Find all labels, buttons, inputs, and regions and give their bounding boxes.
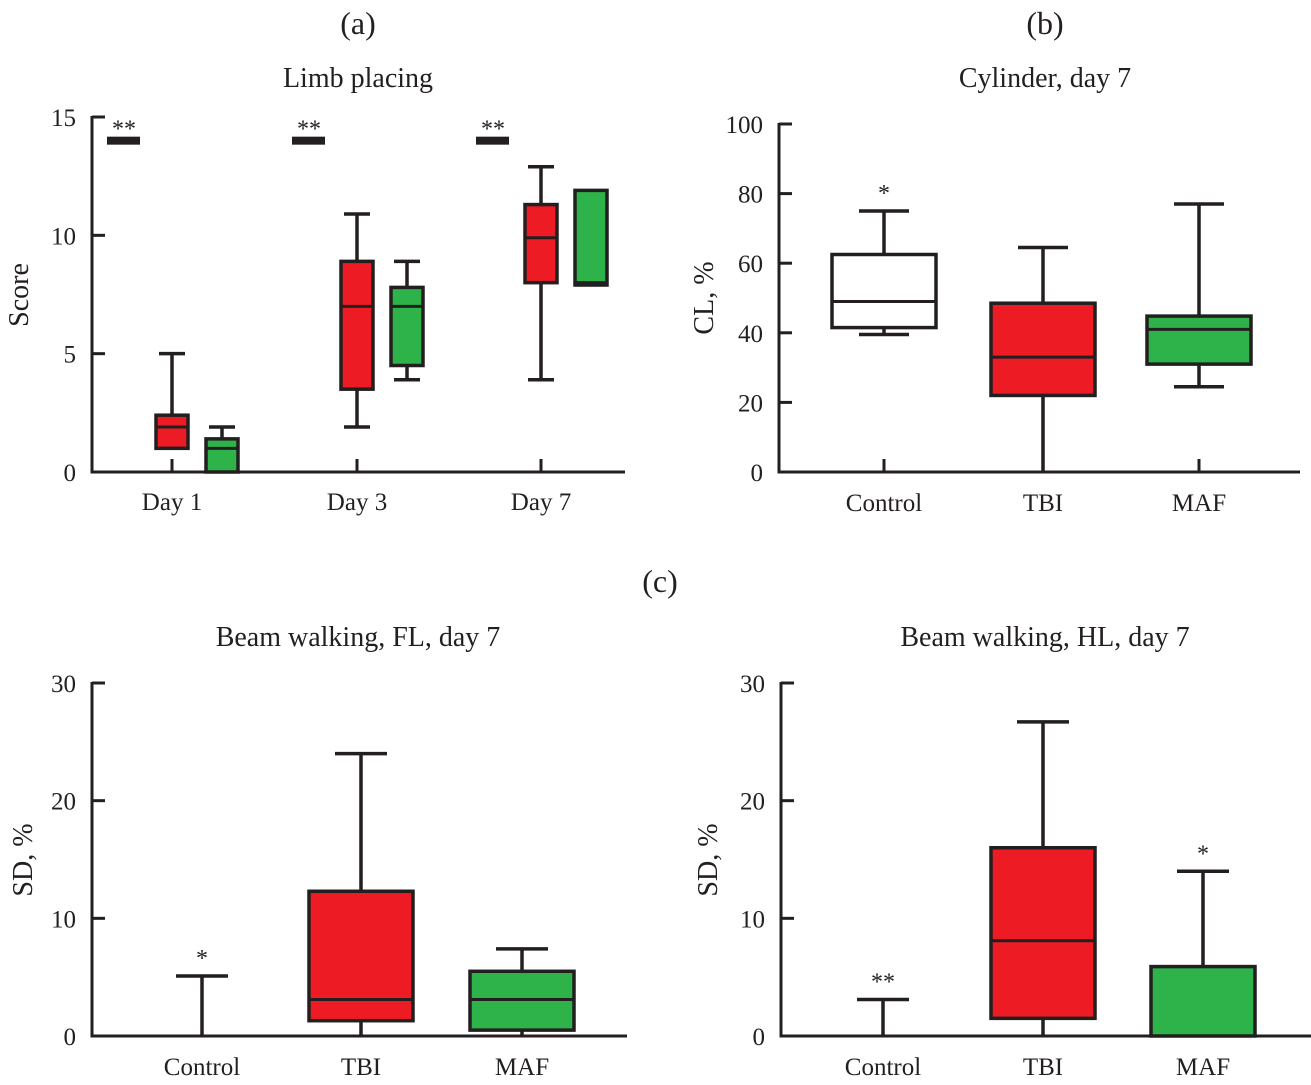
- x-tick-label: Control: [845, 1054, 921, 1081]
- x-tick-label: TBI: [341, 1054, 381, 1081]
- chart-title: Cylinder, day 7: [959, 63, 1131, 94]
- y-tick-label: 20: [51, 789, 76, 816]
- significance-stars: **: [481, 117, 505, 143]
- y-tick-label: 0: [64, 460, 77, 487]
- y-tick-label: 40: [738, 321, 763, 348]
- y-tick-label: 10: [740, 906, 765, 933]
- chart-limb-placing: Limb placing Score 0 5 10 15 Day 1 Day 3 Day 7 **…: [4, 63, 625, 516]
- chart-cylinder: Cylinder, day 7 CL, % 0 20 40 60 80 100 Control T…: [689, 63, 1300, 517]
- y-tick-label: 30: [740, 671, 765, 698]
- y-tick-label: 20: [740, 789, 765, 816]
- y-axis-label: SD, %: [693, 823, 724, 896]
- y-tick-label: 80: [738, 182, 763, 209]
- box-maf: [1149, 964, 1257, 1038]
- significance-bar: [476, 136, 509, 145]
- x-tick-label: MAF: [1176, 1054, 1230, 1081]
- significance-stars: *: [196, 946, 208, 972]
- x-tick-label: Day 7: [511, 489, 571, 516]
- x-tick-label: Day 3: [327, 489, 387, 516]
- box-maf-day1: [204, 437, 240, 474]
- box-maf: [1145, 314, 1253, 366]
- box-tbi-day3: [339, 259, 375, 391]
- panel-label-b: (b): [1026, 5, 1063, 41]
- y-tick-label: 60: [738, 251, 763, 278]
- box-control: [830, 252, 938, 330]
- y-tick-label: 15: [51, 105, 76, 132]
- x-tick-label: Day 1: [142, 489, 202, 516]
- box-tbi-day1: [154, 413, 190, 451]
- y-tick-label: 10: [51, 223, 76, 250]
- y-axis-label: Score: [4, 263, 35, 327]
- x-tick-label: TBI: [1023, 490, 1063, 517]
- y-tick-label: 0: [751, 460, 764, 487]
- y-axis-label: CL, %: [689, 261, 720, 334]
- significance-bar: [292, 136, 325, 145]
- box-maf-day7: [573, 188, 609, 287]
- chart-title: Beam walking, FL, day 7: [216, 622, 501, 653]
- significance-stars: *: [878, 181, 890, 207]
- panel-label-a: (a): [340, 5, 376, 41]
- significance-bar: [107, 136, 140, 145]
- y-tick-label: 0: [64, 1024, 77, 1051]
- significance-stars: **: [112, 117, 136, 143]
- y-axis-label: SD, %: [8, 823, 39, 896]
- significance-stars: **: [871, 970, 895, 996]
- y-tick-label: 5: [64, 342, 77, 369]
- y-tick-label: 20: [738, 390, 763, 417]
- x-tick-label: TBI: [1023, 1054, 1063, 1081]
- chart-title: Limb placing: [283, 63, 433, 94]
- y-tick-label: 30: [51, 671, 76, 698]
- y-tick-label: 0: [753, 1024, 766, 1051]
- significance-stars: *: [1197, 841, 1209, 867]
- x-tick-label: Control: [846, 490, 922, 517]
- x-tick-label: MAF: [495, 1054, 549, 1081]
- y-tick-label: 100: [726, 112, 764, 139]
- box-tbi: [307, 889, 415, 1023]
- box-tbi-day7: [523, 202, 559, 285]
- x-tick-label: MAF: [1172, 490, 1226, 517]
- chart-beam-fl: Beam walking, FL, day 7 SD, % 0 10 20 30 Contr…: [8, 622, 627, 1081]
- panel-label-c: (c): [642, 563, 678, 599]
- chart-title: Beam walking, HL, day 7: [900, 622, 1189, 653]
- x-tick-label: Control: [164, 1054, 240, 1081]
- box-maf-day3: [389, 285, 425, 368]
- chart-beam-hl: Beam walking, HL, day 7 SD, % 0 10 20 30 Contr…: [693, 622, 1311, 1081]
- box-tbi: [989, 301, 1097, 398]
- significance-stars: **: [297, 117, 321, 143]
- y-tick-label: 10: [51, 906, 76, 933]
- box-tbi: [989, 845, 1097, 1021]
